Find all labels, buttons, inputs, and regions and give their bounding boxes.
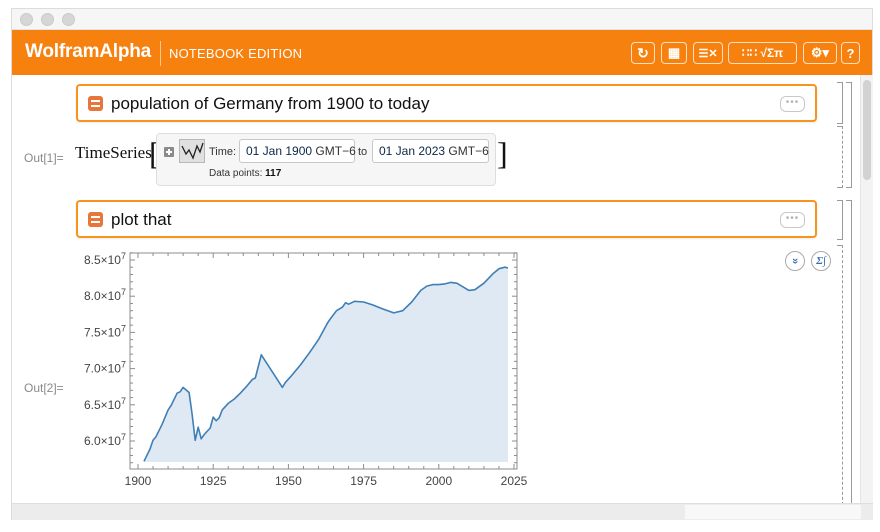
close-bracket: ] [497,135,508,171]
math-input-button[interactable]: ∷∷ √Σπ [728,42,797,64]
input-cell-1[interactable]: population of Germany from 1900 to today… [76,84,817,122]
output-label: Out[1]= [24,151,64,165]
notebook-window: WolframAlpha NOTEBOOK EDITION ↻ ▦ ☰✕ ∷∷ … [11,8,873,520]
more-options-button[interactable]: ••• [780,212,805,228]
group-bracket[interactable] [846,82,852,188]
open-bracket: [ [149,135,160,171]
zoom-window-button[interactable] [62,13,75,26]
to-date: 01 Jan 2023 [379,144,446,158]
checklist-button[interactable]: ☰✕ [693,42,723,64]
grid-button[interactable]: ▦ [661,42,687,64]
spiral-button[interactable]: ↻ [631,42,655,64]
data-points-label: Data points: [209,168,263,179]
group-bracket[interactable] [846,200,852,503]
input-text: plot that [111,210,172,229]
population-line [143,266,509,462]
expand-plus-icon[interactable] [164,147,174,157]
x-tick-label: 1950 [275,474,302,488]
from-timezone: GMT−6 [315,144,356,158]
sparkline-icon [181,142,204,160]
timeseries-summary-box: Time: 01 Jan 1900 GMT−6 to 01 Jan 2023 G… [156,133,496,186]
y-tick-label: 6.0×107 [84,432,126,448]
population-plot: 1900 1925 1950 1975 2000 2025 6.0×107 6.5×107 7.… [84,251,528,488]
checklist-icon: ☰✕ [698,47,718,60]
horizontal-scroll-thumb[interactable] [685,505,861,519]
to-label: to [358,146,368,158]
minimize-window-button[interactable] [41,13,54,26]
output-label: Out[2]= [24,381,64,395]
x-tick-label: 2025 [501,474,528,488]
vertical-scroll-thumb[interactable] [863,80,871,180]
help-button[interactable]: ? [841,42,860,64]
data-points-value: 117 [265,168,282,179]
from-date: 01 Jan 1900 [246,144,313,158]
natural-language-icon [88,96,103,111]
math-input-icon: ∷∷ √Σπ [741,46,784,60]
x-tick-label: 1900 [125,474,152,488]
vertical-scrollbar[interactable] [860,75,873,503]
sigma-integral-icon: Σ∫ [816,255,826,267]
settings-button[interactable]: ⚙▾ [803,42,837,64]
data-points: Data points: 117 [209,168,281,179]
x-tick-label: 2000 [425,474,452,488]
help-icon: ? [846,45,855,61]
expand-button[interactable]: » [785,251,805,271]
spiral-icon: ↻ [637,44,649,61]
input-text: population of Germany from 1900 to today [111,94,430,113]
more-options-button[interactable]: ••• [780,96,805,112]
y-tick-label: 7.5×107 [84,323,126,339]
notebook-content: population of Germany from 1900 to today… [12,75,860,503]
app-toolbar: WolframAlpha NOTEBOOK EDITION ↻ ▦ ☰✕ ∷∷ … [12,30,872,75]
natural-language-icon [88,212,103,227]
y-tick-label: 6.5×107 [84,396,126,412]
grid-icon: ▦ [667,45,681,60]
to-timezone: GMT−6 [448,144,489,158]
area-fill [144,267,508,462]
gear-icon: ⚙▾ [810,45,830,60]
close-window-button[interactable] [20,13,33,26]
timeseries-head: TimeSeries [75,143,152,162]
time-label: Time: [209,146,237,158]
cell-bracket[interactable] [837,245,843,503]
title-bar [12,9,872,30]
x-tick-label: 1975 [350,474,377,488]
x-tick-label: 1925 [200,474,227,488]
math-formula-button[interactable]: Σ∫ [811,251,831,271]
edition-label: NOTEBOOK EDITION [169,46,303,61]
cell-bracket[interactable] [837,126,843,188]
brand-logo: WolframAlpha [25,41,152,62]
divider [160,41,161,66]
y-tick-label: 7.0×107 [84,360,126,376]
input-cell-2[interactable]: plot that ••• [76,200,817,238]
from-date-field[interactable]: 01 Jan 1900 GMT−6 [239,139,356,163]
to-date-field[interactable]: 01 Jan 2023 GMT−6 [372,139,489,163]
sparkline-thumbnail [179,139,205,163]
cell-bracket[interactable] [837,200,843,240]
y-tick-label: 8.5×107 [84,251,126,267]
cell-bracket[interactable] [837,82,843,124]
horizontal-scrollbar[interactable] [12,503,873,520]
y-tick-label: 8.0×107 [84,287,126,303]
